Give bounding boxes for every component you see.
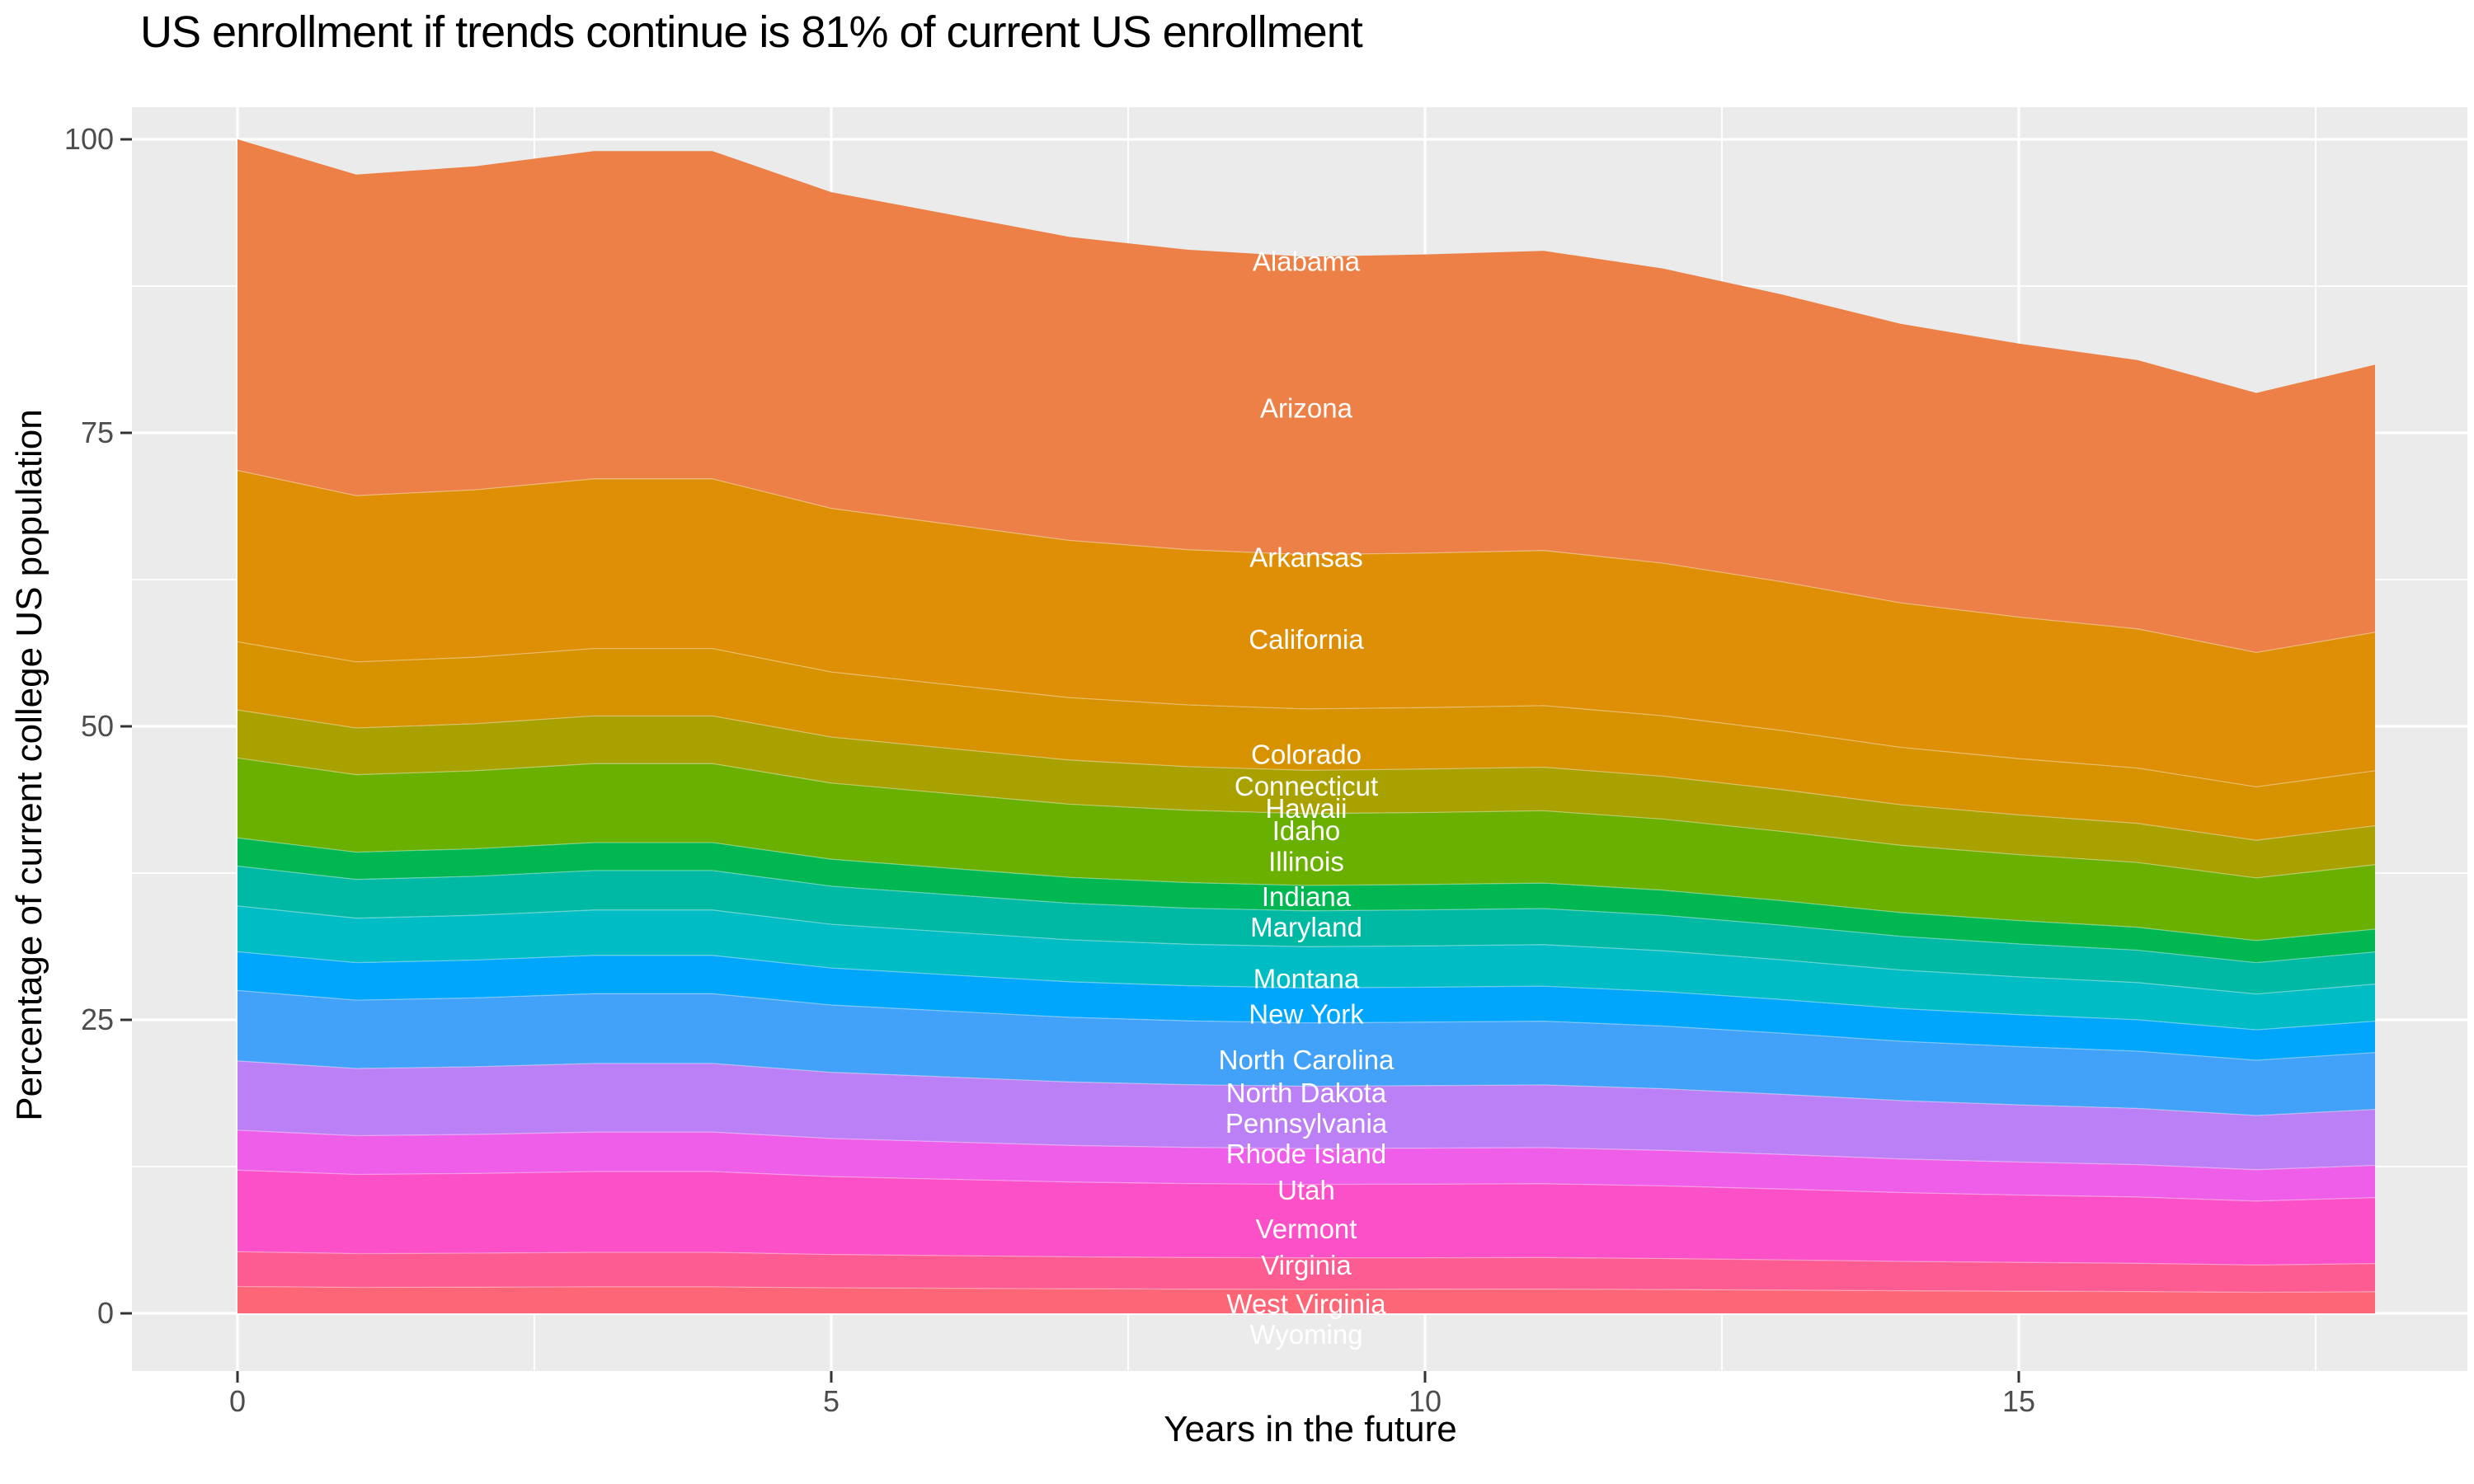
x-tick-label: 5 xyxy=(823,1384,840,1418)
x-tick-label: 10 xyxy=(1409,1384,1442,1418)
y-tick-label: 50 xyxy=(81,709,114,743)
state-label-vermont: Vermont xyxy=(1256,1214,1357,1244)
band-seam xyxy=(237,1169,2376,1202)
state-label-montana: Montana xyxy=(1253,964,1360,994)
x-tick-label: 0 xyxy=(229,1384,246,1418)
state-label-alabama: Alabama xyxy=(1253,247,1361,277)
state-label-indiana: Indiana xyxy=(1262,881,1352,912)
x-tick-label: 15 xyxy=(2002,1384,2035,1418)
area-band-idaho-illinois xyxy=(238,758,2375,941)
band-seam xyxy=(237,1285,2376,1294)
state-label-connecticut: Connecticut xyxy=(1235,771,1378,801)
area-band-colorado xyxy=(238,641,2375,841)
y-tick-label: 75 xyxy=(81,416,114,449)
band-seam xyxy=(237,1129,2376,1171)
state-label-arizona: Arizona xyxy=(1260,393,1353,424)
band-seam xyxy=(237,989,2376,1061)
x-axis-title: Years in the future xyxy=(1164,1409,1457,1449)
state-label-virginia: Virginia xyxy=(1261,1250,1352,1280)
area-band-maryland xyxy=(238,866,2375,994)
area-band-utah-vermont xyxy=(238,1170,2375,1266)
state-label-rhode-island: Rhode Island xyxy=(1226,1139,1386,1169)
state-label-california: California xyxy=(1249,624,1364,655)
area-band-west-virginia-wyoming xyxy=(238,1286,2375,1313)
y-axis-title: Percentage of current college US populat… xyxy=(9,409,49,1121)
x-axis: 0 5 10 15 xyxy=(229,1371,2035,1418)
area-band-virginia xyxy=(238,1252,2375,1293)
state-label-idaho: Idaho xyxy=(1272,815,1341,846)
area-band-north-dakota-pennsylvania xyxy=(238,1060,2375,1170)
state-label-hawaii: Hawaii xyxy=(1265,793,1347,824)
y-axis: 0 25 50 75 100 xyxy=(64,122,132,1330)
chart-title: US enrollment if trends continue is 81% … xyxy=(140,7,1363,57)
area-band-connecticut-hawaii xyxy=(238,710,2375,878)
state-label-new-york: New York xyxy=(1249,998,1364,1029)
band-seam xyxy=(237,865,2376,964)
state-label-maryland: Maryland xyxy=(1250,912,1362,942)
band-seam xyxy=(237,1060,2376,1116)
area-band-rhode-island xyxy=(238,1129,2375,1201)
y-tick-label: 25 xyxy=(81,1003,114,1036)
y-tick-label: 100 xyxy=(64,122,114,156)
area-band-new-york xyxy=(238,951,2375,1060)
area-band-montana xyxy=(238,905,2375,1031)
band-seams xyxy=(237,469,2376,1294)
band-seam xyxy=(237,1251,2376,1266)
band-seam xyxy=(237,469,2376,654)
y-tick-label: 0 xyxy=(97,1296,114,1330)
band-seam xyxy=(237,709,2376,841)
state-label-illinois: Illinois xyxy=(1268,846,1344,876)
area-bands xyxy=(238,139,2375,1313)
band-seam xyxy=(237,951,2376,1031)
state-label-north-dakota: North Dakota xyxy=(1226,1078,1387,1108)
state-labels: Alabama Arizona Arkansas California Colorado… xyxy=(1219,247,1395,1350)
state-label-west-virginia: West Virginia xyxy=(1226,1289,1386,1319)
band-seam xyxy=(237,837,2376,942)
band-seam xyxy=(237,905,2376,995)
state-label-utah: Utah xyxy=(1277,1175,1335,1205)
band-seam xyxy=(237,757,2376,879)
state-label-north-carolina: North Carolina xyxy=(1219,1045,1395,1075)
area-band-alabama-arizona xyxy=(238,139,2375,653)
area-band-north-carolina xyxy=(238,990,2375,1115)
band-seam xyxy=(237,641,2376,788)
state-label-arkansas: Arkansas xyxy=(1249,542,1363,572)
area-band-indiana xyxy=(238,838,2375,963)
state-label-wyoming: Wyoming xyxy=(1249,1319,1362,1350)
area-band-arkansas-california xyxy=(238,470,2375,787)
state-label-pennsylvania: Pennsylvania xyxy=(1225,1108,1388,1139)
state-label-colorado: Colorado xyxy=(1251,740,1362,770)
